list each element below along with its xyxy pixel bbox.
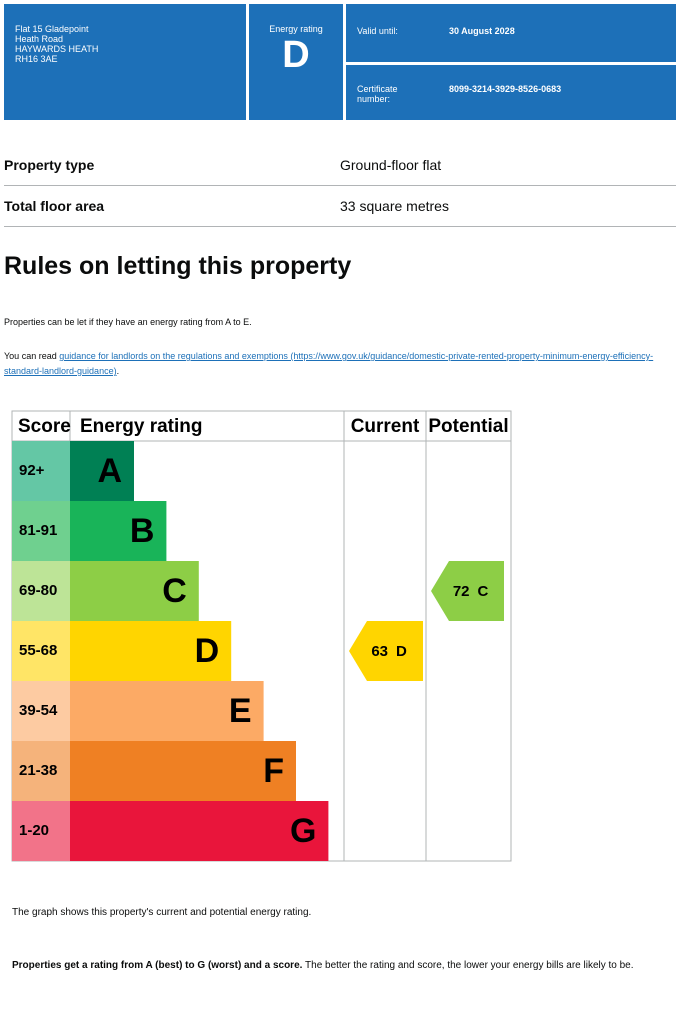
score-cell [12, 741, 70, 801]
column-header: Score [18, 416, 71, 437]
band-letter: G [290, 812, 316, 850]
table-row: Property type Ground-floor flat [4, 145, 676, 186]
text: The better the rating and score, the low… [302, 960, 634, 971]
score-cell [12, 681, 70, 741]
certificate-number: 8099-3214-3929-8526-0683 [449, 84, 562, 94]
rating-box: Energy rating D [249, 4, 343, 120]
rating-label: Energy rating [269, 24, 323, 34]
band-bar [70, 561, 199, 621]
table-row: Total floor area 33 square metres [4, 186, 676, 227]
certificate-box: Certificate number: 8099-3214-3929-8526-… [346, 65, 676, 120]
valid-box: Valid until: 30 August 2028 [346, 4, 676, 62]
band-letter: C [162, 572, 187, 610]
score-range: 1-20 [19, 822, 49, 839]
address-line: HAYWARDS HEATH [15, 44, 99, 54]
band-letter: A [97, 452, 122, 490]
paragraph: You can read guidance for landlords on t… [4, 349, 664, 379]
score-cell [12, 561, 70, 621]
valid-label: Valid until: [357, 26, 398, 36]
certificate-label: Certificate number: [357, 84, 398, 104]
band-bar [70, 741, 296, 801]
text: . [116, 366, 120, 376]
current-score: 63 [371, 643, 388, 660]
score-cell [12, 501, 70, 561]
footer: Properties get a rating from A (best) to… [12, 960, 634, 971]
score-range: 69-80 [19, 582, 57, 599]
row-value: Ground-floor flat [340, 157, 442, 173]
score-range: 39-54 [19, 702, 58, 719]
rating: D [282, 34, 310, 76]
address-line: Heath Road [15, 34, 64, 44]
band-letter: E [229, 692, 252, 730]
address: Flat 15 Gladepoint Heath Road HAYWARDS HEA… [4, 4, 246, 64]
column-header: Current [351, 416, 420, 437]
band-letter: D [195, 632, 220, 670]
potential-arrow [431, 561, 504, 621]
score-cell [12, 441, 70, 501]
band-bar [70, 621, 232, 681]
section-title: Rules on letting this property [4, 252, 352, 280]
column-header: Potential [428, 416, 508, 437]
link[interactable]: guidance for landlords on the regulation… [4, 351, 654, 376]
band-bar [70, 441, 134, 501]
score-cell [12, 801, 70, 861]
address-line: RH16 3AE [15, 54, 58, 64]
address-line: Flat 15 Gladepoint [15, 24, 89, 34]
band-bar [70, 801, 329, 861]
row-value: 33 square metres [340, 198, 449, 214]
row-label: Total floor area [4, 198, 105, 214]
score-range: 81-91 [19, 522, 57, 539]
band-bar [70, 681, 264, 741]
band-letter: B [130, 512, 155, 550]
potential-score: 72 [453, 583, 470, 600]
address-box: Flat 15 Gladepoint Heath Road HAYWARDS HEA… [4, 4, 246, 120]
rating-chart: Score Energy rating Current Potential 92+ A 81… [11, 410, 512, 862]
score-cell [12, 621, 70, 681]
score-range: 92+ [19, 462, 45, 479]
row-label: Property type [4, 157, 95, 173]
column-header: Energy rating [80, 416, 202, 437]
paragraph: Properties can be let if they have an en… [4, 317, 252, 327]
current-arrow [349, 621, 423, 681]
current-letter: D [396, 643, 407, 660]
valid-date: 30 August 2028 [449, 26, 515, 36]
band-letter: F [263, 752, 284, 790]
potential-letter: C [478, 583, 489, 600]
score-range: 55-68 [19, 642, 57, 659]
bold-text: Properties get a rating from A (best) to… [12, 960, 303, 971]
note: The graph shows this property's current … [12, 907, 312, 918]
text: You can read [4, 351, 60, 361]
score-range: 21-38 [19, 762, 57, 779]
band-bar [70, 501, 167, 561]
